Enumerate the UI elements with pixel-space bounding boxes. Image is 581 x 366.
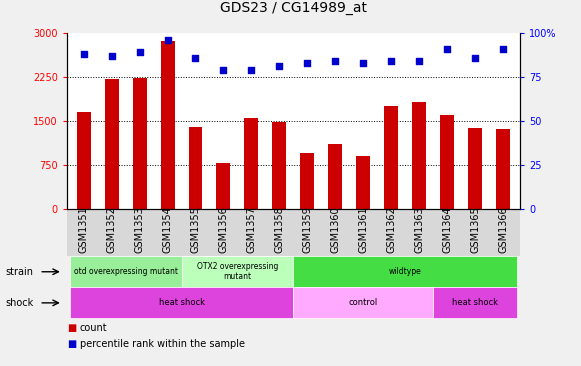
Text: GSM1356: GSM1356 xyxy=(218,206,228,253)
Point xyxy=(358,60,368,66)
Text: GSM1359: GSM1359 xyxy=(302,206,313,253)
Text: strain: strain xyxy=(6,267,34,277)
Text: GSM1362: GSM1362 xyxy=(386,206,396,253)
Point xyxy=(247,67,256,73)
Bar xyxy=(245,118,259,209)
Bar xyxy=(356,156,370,209)
Text: control: control xyxy=(349,298,378,307)
Text: percentile rank within the sample: percentile rank within the sample xyxy=(80,339,245,349)
Point xyxy=(471,55,480,60)
Point xyxy=(135,49,144,55)
Text: heat shock: heat shock xyxy=(452,298,498,307)
Text: count: count xyxy=(80,322,107,333)
Text: GSM1352: GSM1352 xyxy=(106,206,117,253)
Point xyxy=(498,46,508,52)
Point xyxy=(387,58,396,64)
Point xyxy=(79,51,88,57)
Text: GSM1360: GSM1360 xyxy=(331,206,340,253)
Point xyxy=(331,58,340,64)
Point xyxy=(443,46,452,52)
Text: shock: shock xyxy=(6,298,34,308)
Text: GSM1357: GSM1357 xyxy=(246,206,256,253)
Bar xyxy=(160,41,174,209)
Bar xyxy=(272,122,286,209)
Text: OTX2 overexpressing
mutant: OTX2 overexpressing mutant xyxy=(197,262,278,281)
Point xyxy=(163,37,172,43)
Text: ■: ■ xyxy=(67,339,76,349)
Text: GSM1355: GSM1355 xyxy=(191,206,200,253)
Bar xyxy=(105,79,119,209)
Text: GSM1354: GSM1354 xyxy=(163,206,173,253)
Point xyxy=(303,60,312,66)
Point xyxy=(415,58,424,64)
Text: GSM1365: GSM1365 xyxy=(470,206,480,253)
Text: GDS23 / CG14989_at: GDS23 / CG14989_at xyxy=(220,1,367,15)
Text: GSM1358: GSM1358 xyxy=(274,206,285,253)
Bar xyxy=(328,144,342,209)
Bar xyxy=(384,106,399,209)
Text: heat shock: heat shock xyxy=(159,298,205,307)
Point xyxy=(107,53,116,59)
Text: wildtype: wildtype xyxy=(389,267,422,276)
Text: ■: ■ xyxy=(67,322,76,333)
Point xyxy=(275,63,284,69)
Text: GSM1363: GSM1363 xyxy=(414,206,424,253)
Bar xyxy=(217,163,231,209)
Bar xyxy=(468,128,482,209)
Point xyxy=(219,67,228,73)
Bar xyxy=(440,115,454,209)
Text: otd overexpressing mutant: otd overexpressing mutant xyxy=(74,267,178,276)
Bar xyxy=(132,78,146,209)
Bar xyxy=(496,129,510,209)
Text: GSM1364: GSM1364 xyxy=(442,206,452,253)
Text: GSM1361: GSM1361 xyxy=(358,206,368,253)
Text: GSM1353: GSM1353 xyxy=(135,206,145,253)
Bar xyxy=(413,102,426,209)
Text: GSM1351: GSM1351 xyxy=(78,206,88,253)
Bar xyxy=(300,153,314,209)
Bar xyxy=(77,112,91,209)
Text: GSM1366: GSM1366 xyxy=(498,206,508,253)
Bar xyxy=(188,127,203,209)
Point xyxy=(191,55,200,60)
